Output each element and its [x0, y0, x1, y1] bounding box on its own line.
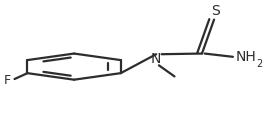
- Text: 2: 2: [256, 59, 262, 69]
- Text: N: N: [151, 52, 161, 66]
- Text: NH: NH: [236, 50, 256, 64]
- Text: F: F: [3, 74, 11, 87]
- Text: S: S: [211, 4, 220, 18]
